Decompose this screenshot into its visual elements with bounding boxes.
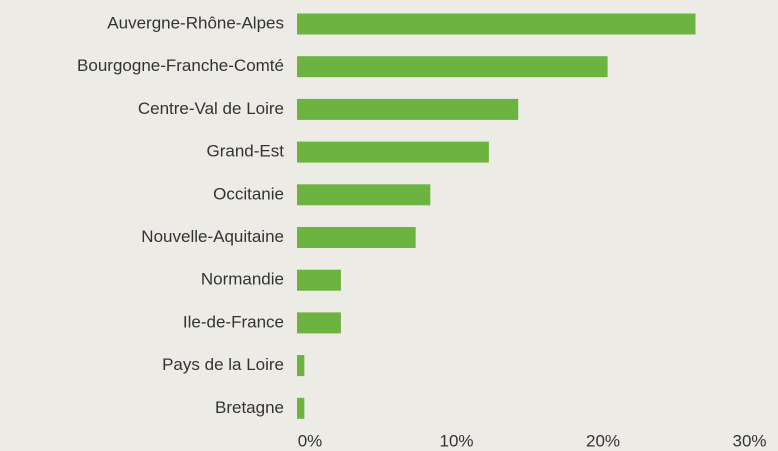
y-tick-label: Normandie: [201, 270, 284, 289]
bar: [297, 56, 608, 78]
x-tick-label: 0%: [298, 431, 323, 450]
x-tick-label: 20%: [586, 431, 620, 450]
x-tick-label: 10%: [439, 431, 473, 450]
y-tick-label: Occitanie: [213, 184, 284, 203]
bar: [297, 141, 489, 163]
bar: [297, 397, 305, 419]
y-tick-label: Ile-de-France: [183, 312, 284, 331]
bar: [297, 13, 696, 35]
bar: [297, 227, 416, 248]
bar: [297, 184, 431, 206]
bar: [297, 269, 341, 291]
y-tick-label: Bourgogne-Franche-Comté: [77, 56, 284, 75]
bar: [297, 312, 341, 334]
x-tick-label: 30%: [732, 431, 766, 450]
y-tick-label: Bretagne: [215, 398, 284, 417]
y-tick-label: Auvergne-Rhône-Alpes: [107, 13, 284, 32]
y-tick-label: Grand-Est: [207, 142, 285, 161]
y-tick-label: Nouvelle-Aquitaine: [141, 227, 284, 246]
bar: [297, 355, 305, 377]
bar: [297, 98, 519, 120]
y-tick-label: Pays de la Loire: [162, 355, 284, 374]
y-tick-label: Centre-Val de Loire: [138, 99, 284, 118]
